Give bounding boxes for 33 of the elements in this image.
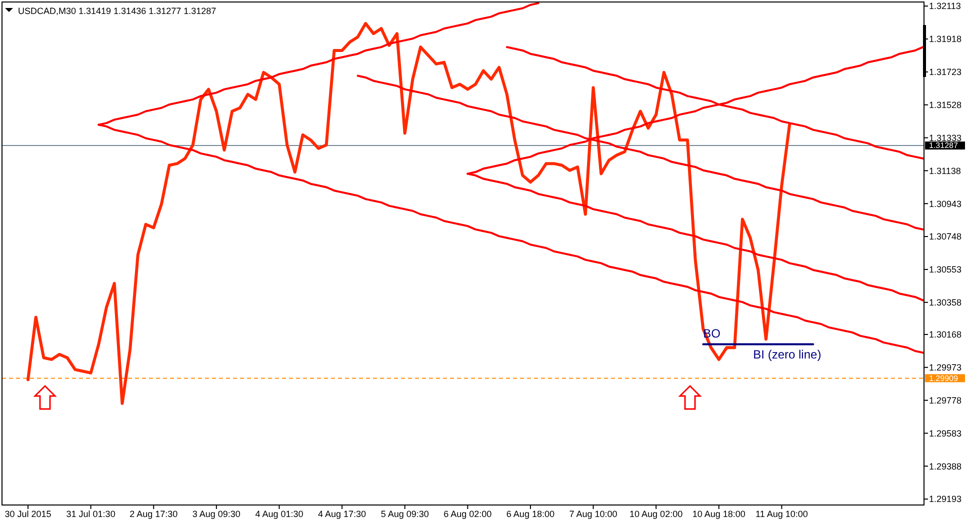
y-tick-label: 1.29193 [929,494,962,504]
y-tick-label: 1.31138 [929,166,961,176]
x-tick-label: 4 Aug 01:30 [255,509,304,519]
y-tick-label: 1.30748 [929,232,962,242]
x-tick-label: 11 Aug 10:00 [755,509,808,519]
x-tick-label: 31 Jul 01:30 [66,509,116,519]
y-tick-label: 1.29778 [929,395,962,406]
annotation: BI (zero line) [753,347,822,362]
x-tick-label: 10 Aug 18:00 [692,509,746,519]
y-tick-label: 1.30168 [929,330,962,340]
x-tick-label: 6 Aug 18:00 [506,509,554,519]
y-tick-label: 1.30943 [929,198,962,209]
x-tick-label: 10 Aug 02:00 [630,509,683,519]
y-tick-label: 1.31723 [929,67,962,78]
y-tick-label: 1.31333 [929,132,962,143]
x-tick-label: 6 Aug 02:00 [444,509,492,519]
y-tick-label: 1.30553 [929,264,962,275]
x-tick-label: 4 Aug 17:30 [318,509,366,519]
chart-title: USDCAD,M30 1.31419 1.31436 1.31277 1.31287 [18,6,216,16]
x-tick-label: 2 Aug 17:30 [130,509,178,519]
x-tick-label: 5 Aug 09:30 [380,509,429,519]
y-tick-label: 1.30358 [929,298,962,308]
ref-line-label: 1.31287 [929,141,958,150]
x-tick-label: 30 Jul 2015 [4,509,52,519]
y-tick-label: 1.29973 [929,362,962,373]
ref-line-label: 1.29909 [929,374,958,383]
y-tick-label: 1.29388 [929,461,962,472]
y-tick-label: 1.29583 [929,428,962,438]
x-tick-label: 7 Aug 10:00 [569,509,618,519]
y-tick-label: 1.32113 [929,1,961,12]
y-tick-label: 1.31918 [929,34,962,44]
x-tick-label: 3 Aug 09:30 [192,509,240,519]
y-tick-label: 1.31528 [929,100,962,110]
